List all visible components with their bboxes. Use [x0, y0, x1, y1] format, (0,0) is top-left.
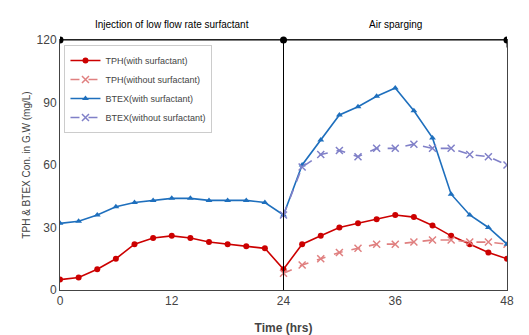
svg-text:0: 0: [50, 283, 57, 297]
svg-text:Time (hrs): Time (hrs): [255, 321, 313, 335]
svg-text:TPH & BTEX Con. in G.W (mg/L): TPH & BTEX Con. in G.W (mg/L): [21, 91, 32, 238]
svg-text:TPH(without surfactant): TPH(without surfactant): [105, 75, 200, 85]
svg-text:BTEX(with surfactant): BTEX(with surfactant): [105, 94, 193, 104]
svg-text:0: 0: [57, 294, 64, 308]
svg-text:30: 30: [43, 221, 57, 235]
svg-text:12: 12: [165, 294, 179, 308]
svg-text:24: 24: [277, 294, 291, 308]
svg-text:60: 60: [43, 158, 57, 172]
svg-text:90: 90: [43, 96, 57, 110]
svg-text:48: 48: [500, 294, 514, 308]
svg-text:Injection of low flow rate sur: Injection of low flow rate surfactant: [95, 19, 249, 30]
svg-text:TPH(with surfactant): TPH(with surfactant): [105, 56, 187, 66]
svg-text:Air sparging: Air sparging: [369, 19, 422, 30]
svg-text:36: 36: [389, 294, 403, 308]
svg-text:120: 120: [37, 33, 57, 47]
svg-text:BTEX(without surfactant): BTEX(without surfactant): [105, 113, 205, 123]
